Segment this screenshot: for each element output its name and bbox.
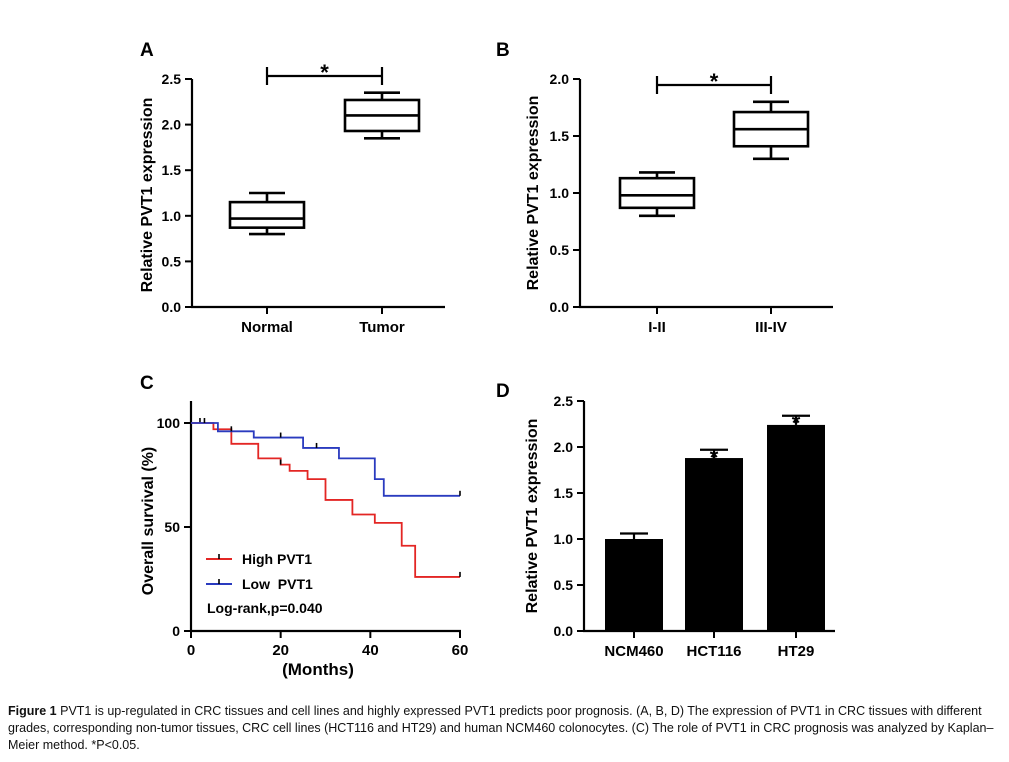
panel-c-xtick-label: 60 xyxy=(452,642,469,659)
panel-d-ytick-label: 1.5 xyxy=(554,485,574,501)
panel-c-ylabel: Overall survival (%) xyxy=(140,447,157,596)
figure-caption-label: Figure 1 xyxy=(8,704,57,718)
panel-b: B Relative PVT1 expression 0.0 0.5 1.0 1.5 2… xyxy=(496,40,833,336)
panel-a-label: A xyxy=(140,40,154,61)
panel-d: D Relative PVT1 expression 0.0 0.5 1.0 1.5 2… xyxy=(496,381,835,660)
panel-c: C Overall survival (%) (Months) 0 50 100 0… xyxy=(140,373,468,679)
panel-a-ytick-label: 2.5 xyxy=(162,71,182,87)
panel-b-ytick-label: 1.5 xyxy=(550,128,570,144)
panel-c-xtick-label: 0 xyxy=(187,642,195,659)
panel-b-ytick-label: 2.0 xyxy=(550,71,570,87)
panel-c-xlabel: (Months) xyxy=(282,660,354,679)
panel-a-sig-label: * xyxy=(320,60,329,85)
figure-caption: Figure 1 PVT1 is up-regulated in CRC tis… xyxy=(8,703,998,754)
panel-c-curve-high xyxy=(191,422,460,578)
panel-d-sig-label: * xyxy=(792,411,801,436)
panel-d-ytick-label: 1.0 xyxy=(554,531,574,547)
panel-a-xtick-label: Normal xyxy=(241,319,293,336)
panel-d-xtick-label: HT29 xyxy=(778,643,815,660)
panel-c-ytick-label: 100 xyxy=(157,415,181,431)
panel-a: A Relative PVT1 expression 0.0 0.5 1.0 1.5 2… xyxy=(139,40,445,336)
panel-c-legend-label-low: Low PVT1 xyxy=(242,576,313,592)
panel-c-label: C xyxy=(140,373,154,394)
panel-d-ytick-label: 0.0 xyxy=(554,623,574,639)
panel-b-xtick-label: I-II xyxy=(648,319,666,336)
panel-b-ytick-label: 0.0 xyxy=(550,299,570,315)
panel-b-box xyxy=(618,176,696,210)
panel-c-xtick-label: 40 xyxy=(362,642,379,659)
panel-a-xtick-label: Tumor xyxy=(359,319,405,336)
panel-d-ylabel: Relative PVT1 expression xyxy=(524,419,541,614)
panel-b-ytick-label: 0.5 xyxy=(550,242,570,258)
panel-d-bar xyxy=(767,424,825,631)
panel-a-box xyxy=(228,200,306,229)
panel-b-xtick-label: III-IV xyxy=(755,319,787,336)
panel-d-bar xyxy=(605,539,663,631)
panel-d-xtick-label: NCM460 xyxy=(604,643,663,660)
panel-c-legend-label-high: High PVT1 xyxy=(242,551,312,567)
figure-canvas: A Relative PVT1 expression 0.0 0.5 1.0 1.5 2… xyxy=(139,40,835,679)
panel-c-ytick-label: 0 xyxy=(172,623,180,639)
panel-c-curve-low xyxy=(191,422,460,497)
panel-d-xtick-label: HCT116 xyxy=(686,643,741,660)
panel-d-bar xyxy=(685,458,743,631)
panel-a-ytick-label: 1.0 xyxy=(162,208,182,224)
panel-c-annotation: Log-rank,p=0.040 xyxy=(207,600,323,616)
panel-b-label: B xyxy=(496,40,510,61)
panel-d-label: D xyxy=(496,381,510,402)
panel-a-ytick-label: 0.0 xyxy=(162,299,182,315)
panel-d-ytick-label: 0.5 xyxy=(554,577,574,593)
panel-c-ytick-label: 50 xyxy=(164,519,180,535)
panel-b-ytick-label: 1.0 xyxy=(550,185,570,201)
panel-a-ylabel: Relative PVT1 expression xyxy=(139,98,156,293)
figure-caption-text: PVT1 is up-regulated in CRC tissues and … xyxy=(8,704,994,752)
panel-d-sig-label: * xyxy=(710,445,719,470)
panel-c-xtick-label: 20 xyxy=(272,642,289,659)
panel-d-ytick-label: 2.5 xyxy=(554,393,574,409)
panel-b-sig-label: * xyxy=(710,69,719,94)
panel-a-ytick-label: 1.5 xyxy=(162,162,182,178)
panel-a-ytick-label: 2.0 xyxy=(162,117,182,133)
panel-d-ytick-label: 2.0 xyxy=(554,439,574,455)
panel-a-ytick-label: 0.5 xyxy=(162,253,182,269)
panel-b-ylabel: Relative PVT1 expression xyxy=(525,96,542,291)
